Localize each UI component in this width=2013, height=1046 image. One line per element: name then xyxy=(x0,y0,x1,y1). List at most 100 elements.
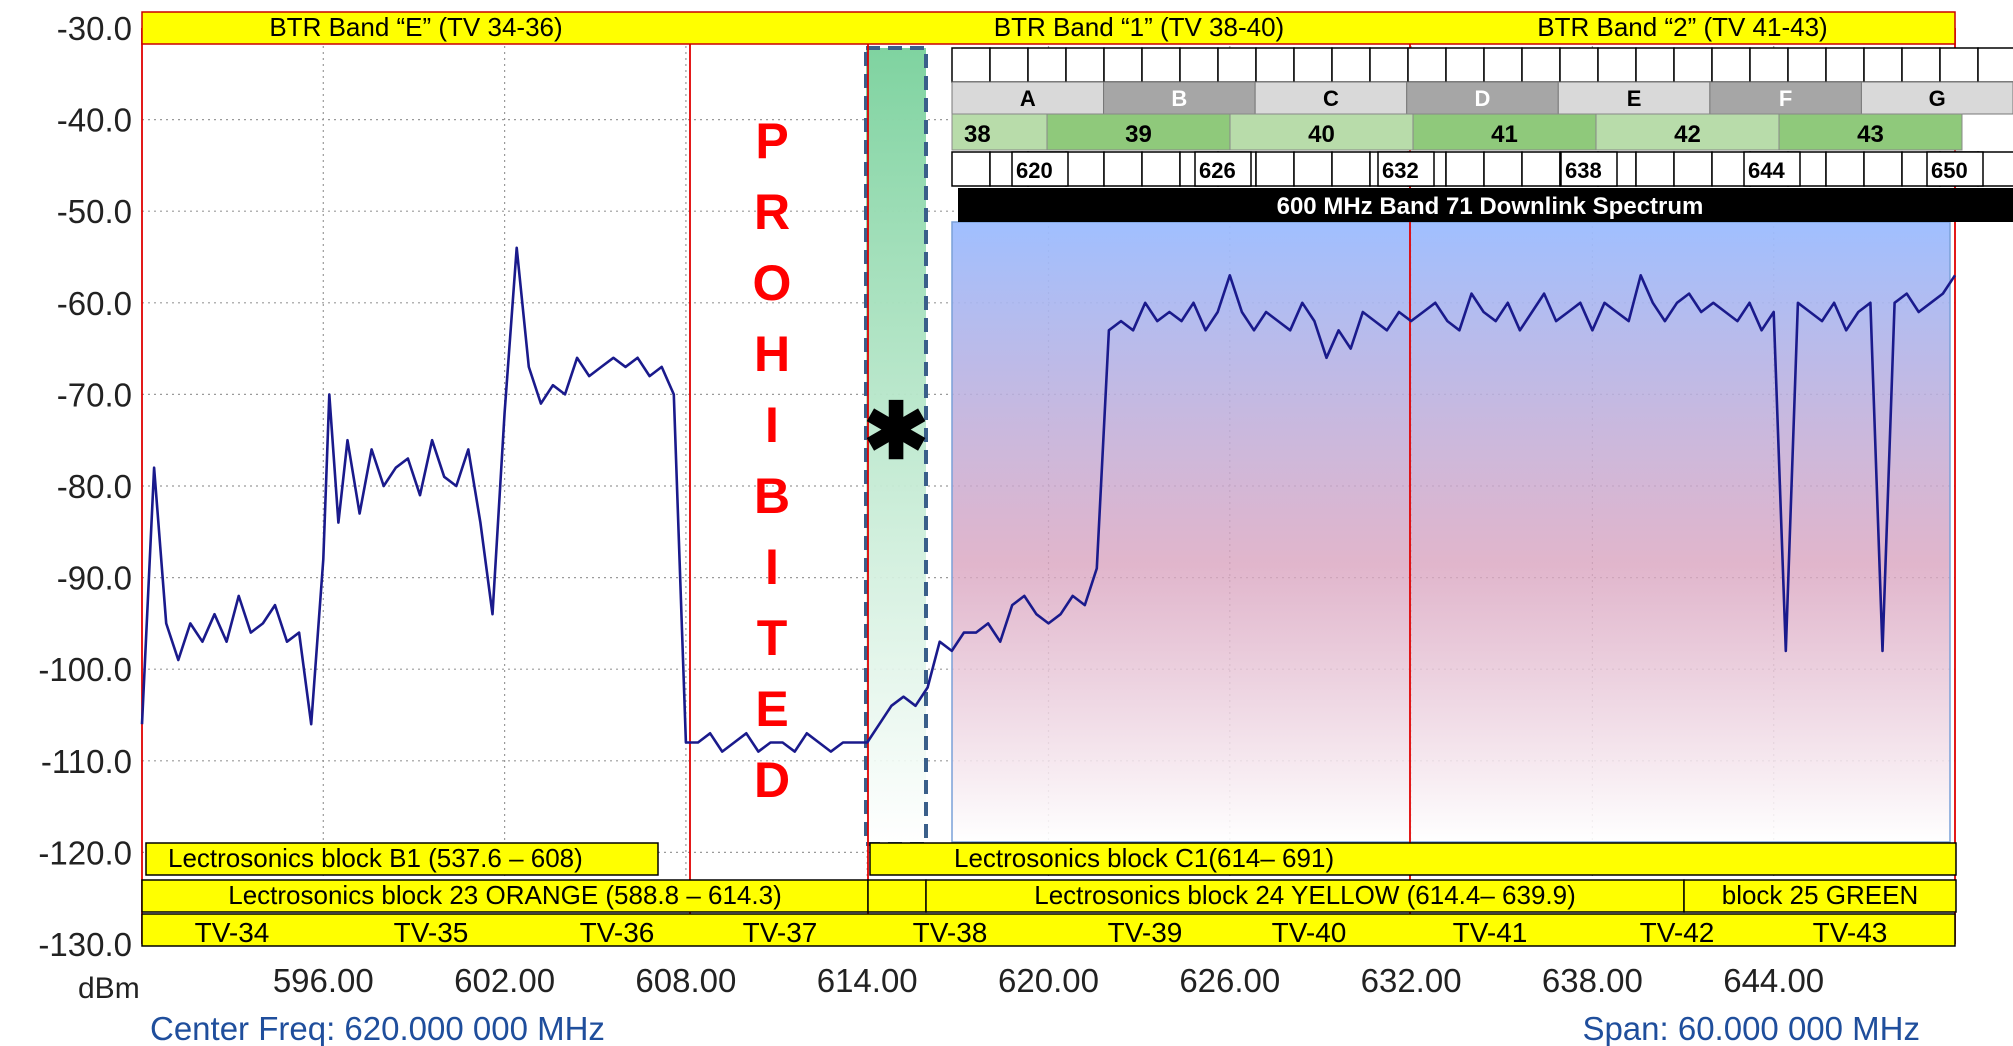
center-freq: Center Freq: 620.000 000 MHz xyxy=(150,1010,605,1046)
freq-cell xyxy=(1863,151,1903,187)
empty-cell xyxy=(1559,47,1599,83)
channel-label: 41 xyxy=(1491,121,1518,148)
tv-channel-label: TV-35 xyxy=(394,917,469,948)
spectrum-trace-line xyxy=(140,246,1957,753)
y-tick-label: -120.0 xyxy=(38,834,132,871)
empty-cell xyxy=(1673,47,1713,83)
freq-cell xyxy=(1445,151,1485,187)
block-label: B xyxy=(1171,86,1187,111)
channel-label: 42 xyxy=(1674,121,1701,148)
freq-label-cell xyxy=(1560,151,1618,187)
empty-cell xyxy=(1749,47,1789,83)
empty-cell xyxy=(1293,47,1333,83)
span: Span: 60.000 000 MHz xyxy=(1582,1010,1920,1046)
empty-cell xyxy=(1977,47,2013,83)
empty-cell xyxy=(1331,47,1371,83)
freq-cell xyxy=(1673,151,1713,187)
spectrum-trace xyxy=(140,246,1957,753)
lect-b1-label-box xyxy=(145,842,659,876)
btr-band-label: BTR Band “1” (TV 38-40) xyxy=(994,12,1284,42)
freq-cell xyxy=(1293,151,1333,187)
x-tick-label: 596.00 xyxy=(273,962,374,999)
empty-cell xyxy=(1901,47,1941,83)
prohibited-letter: P xyxy=(755,113,788,169)
empty-cell xyxy=(1825,47,1865,83)
channel-cell xyxy=(1778,113,1963,151)
lect-25-label: block 25 GREEN xyxy=(1722,880,1919,910)
y-axis-ticks: -30.0 -40.0 -50.0 -60.0 -70.0 -80.0 -90.0 -100.… xyxy=(38,10,132,963)
empty-cell xyxy=(1027,47,1067,83)
empty-cell xyxy=(1483,47,1523,83)
channel-cell xyxy=(1595,113,1780,151)
empty-cell xyxy=(1521,47,1561,83)
freq-cell xyxy=(1521,151,1561,187)
freq-cell xyxy=(1065,151,1105,187)
channel-label: 38 xyxy=(964,121,991,148)
channel-cell xyxy=(1412,113,1597,151)
empty-cell xyxy=(1635,47,1675,83)
btr-band-label: BTR Band “2” (TV 41-43) xyxy=(1537,12,1827,42)
channel-cell xyxy=(951,113,1048,151)
lect-25-label-box xyxy=(1683,879,1957,913)
x-axis-ticks: 596.00 602.00 608.00 614.00 620.00 626.00 632.… xyxy=(273,962,1824,999)
empty-cell xyxy=(1369,47,1409,83)
empty-cell xyxy=(1255,47,1295,83)
freq-label-cell xyxy=(1743,151,1801,187)
channel-label: 43 xyxy=(1857,121,1884,148)
y-tick-label: -60.0 xyxy=(57,285,132,322)
freq-cell xyxy=(951,151,991,187)
block-label: D xyxy=(1475,86,1491,111)
tv-channel-label: TV-42 xyxy=(1640,917,1715,948)
band71-table: A B C D E F G 38 39 40 41 42 43 620 626 632 638 644 650 600… xyxy=(951,47,2013,222)
prohibited-letter: D xyxy=(754,752,790,808)
btr-label-bar xyxy=(141,11,1956,45)
x-tick-label: 608.00 xyxy=(635,962,736,999)
prohibited-letter: I xyxy=(765,539,779,595)
freq-cell xyxy=(1635,151,1675,187)
freq-label: 620 xyxy=(1016,158,1053,183)
empty-cell xyxy=(1179,47,1219,83)
empty-cell xyxy=(1141,47,1181,83)
freq-label: 644 xyxy=(1748,158,1785,183)
freq-cell xyxy=(1483,151,1523,187)
empty-cell xyxy=(1065,47,1105,83)
block-label: E xyxy=(1627,86,1642,111)
btr-band-labels: BTR Band “E” (TV 34-36) BTR Band “1” (TV … xyxy=(141,11,1956,45)
band71-header xyxy=(958,188,2013,222)
tv-channel-label: TV-34 xyxy=(195,917,270,948)
y-tick-label: -110.0 xyxy=(41,743,132,780)
prohibited-letter: E xyxy=(755,681,788,737)
empty-cell xyxy=(989,47,1029,83)
empty-cell xyxy=(1939,47,1979,83)
asterisk-icon: ✱ xyxy=(863,387,928,475)
channel-cell xyxy=(1046,113,1231,151)
prohibited-letter: I xyxy=(765,397,779,453)
empty-cell xyxy=(1217,47,1257,83)
freq-label: 650 xyxy=(1931,158,1968,183)
y-tick-label: -80.0 xyxy=(57,468,132,505)
empty-cell xyxy=(1445,47,1485,83)
freq-label: 632 xyxy=(1382,158,1419,183)
x-tick-label: 626.00 xyxy=(1179,962,1280,999)
block-label: F xyxy=(1779,86,1792,111)
prohibited-letter: R xyxy=(754,184,790,240)
prohibited-letter: T xyxy=(757,610,788,666)
lect-23-label-box xyxy=(141,879,869,913)
tv-channel-label: TV-37 xyxy=(743,917,818,948)
block-cell xyxy=(1103,81,1256,115)
tv-channel-label: TV-36 xyxy=(580,917,655,948)
freq-label-cell xyxy=(1926,151,1984,187)
y-axis-unit: dBm xyxy=(78,972,140,1005)
lect-23-label: Lectrosonics block 23 ORANGE (588.8 – 61… xyxy=(228,880,782,910)
empty-cell xyxy=(1863,47,1903,83)
block-label: C xyxy=(1323,86,1339,111)
block-label: A xyxy=(1020,86,1036,111)
freq-label: 638 xyxy=(1565,158,1602,183)
lect-24-label: Lectrosonics block 24 YELLOW (614.4– 639… xyxy=(1034,880,1576,910)
freq-label: 626 xyxy=(1199,158,1236,183)
band71-overlay xyxy=(951,221,1951,843)
freq-cell xyxy=(1103,151,1143,187)
